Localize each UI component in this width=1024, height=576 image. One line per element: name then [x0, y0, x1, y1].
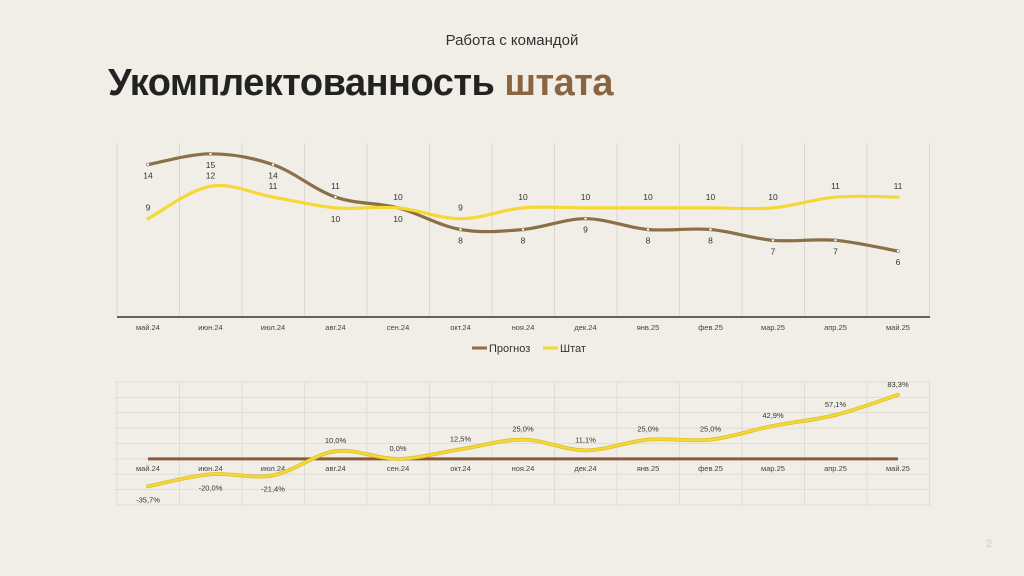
- x-tick-label: авг.24: [325, 464, 345, 473]
- data-point: [146, 162, 150, 167]
- title-accent: штата: [504, 62, 614, 104]
- data-label: 25,0%: [512, 425, 534, 434]
- data-label: 9: [458, 203, 463, 213]
- data-point: [333, 195, 338, 199]
- x-tick-label: фев.25: [698, 323, 723, 332]
- data-point: [896, 249, 900, 253]
- x-tick-label: июн.24: [198, 464, 222, 473]
- data-label: 83,3%: [887, 380, 909, 389]
- data-label: 6: [896, 257, 901, 267]
- data-label: 7: [833, 246, 838, 256]
- x-tick-label: мар.25: [761, 323, 785, 332]
- data-label: 12: [206, 170, 216, 180]
- x-tick-label: апр.25: [824, 323, 847, 332]
- data-point: [771, 238, 775, 243]
- x-tick-label: ноя.24: [512, 323, 535, 332]
- data-label: 10: [393, 192, 403, 202]
- x-tick-label: дек.24: [574, 464, 596, 473]
- x-tick-label: дек.24: [574, 323, 596, 332]
- x-tick-label: сен.24: [387, 323, 410, 332]
- x-tick-label: апр.25: [824, 464, 847, 473]
- legend-label-shtat: Штат: [560, 343, 586, 355]
- data-point: [521, 227, 525, 232]
- x-tick-label: июл.24: [261, 323, 285, 332]
- legend-label-prognoz: Прогноз: [489, 343, 530, 355]
- data-point: [646, 227, 650, 232]
- data-label: 10: [706, 192, 716, 202]
- data-label: 9: [583, 225, 588, 235]
- data-point: [583, 216, 588, 221]
- data-label: -20,0%: [199, 483, 223, 492]
- x-tick-label: янв.25: [637, 464, 660, 473]
- x-tick-label: май.24: [136, 464, 160, 473]
- data-label: 14: [268, 171, 278, 181]
- x-tick-label: янв.25: [637, 323, 660, 332]
- data-point: [208, 152, 213, 156]
- x-tick-label: май.25: [886, 464, 910, 473]
- data-label: 25,0%: [700, 425, 722, 434]
- x-tick-label: май.25: [886, 323, 910, 332]
- data-label: 11: [894, 181, 903, 191]
- data-label: 10: [518, 192, 528, 202]
- x-tick-label: авг.24: [325, 323, 345, 332]
- data-label: 0,0%: [389, 444, 406, 453]
- data-label: 9: [146, 203, 151, 213]
- data-point: [271, 162, 275, 167]
- data-label: 11: [269, 181, 278, 191]
- data-label: 14: [143, 171, 153, 181]
- x-tick-label: сен.24: [387, 464, 410, 473]
- data-label: -35,7%: [136, 495, 160, 504]
- data-label: 8: [646, 236, 651, 246]
- data-label: 10: [393, 214, 403, 224]
- data-label: 42,9%: [762, 411, 784, 420]
- data-label: 10: [768, 192, 778, 202]
- x-tick-label: июл.24: [261, 464, 285, 473]
- data-label: 10: [643, 192, 653, 202]
- data-label: 11,1%: [575, 435, 596, 444]
- series-line-shtat: [146, 183, 900, 221]
- x-tick-label: май.24: [136, 323, 160, 332]
- data-label: 12,5%: [450, 434, 472, 443]
- slide-title: Укомплектованность штата: [108, 62, 614, 105]
- data-label: 10,0%: [325, 436, 347, 445]
- data-point: [833, 238, 838, 243]
- x-tick-label: окт.24: [450, 464, 471, 473]
- x-tick-label: окт.24: [450, 323, 471, 332]
- data-label: 8: [521, 236, 526, 246]
- data-point: [708, 227, 713, 232]
- x-tick-label: ноя.24: [512, 464, 535, 473]
- slide-subtitle: Работа с командой: [445, 32, 579, 49]
- x-tick-label: июн.24: [198, 323, 222, 332]
- title-main: Укомплектованность: [108, 62, 505, 104]
- data-label: 7: [771, 246, 776, 256]
- x-tick-label: фев.25: [698, 464, 723, 473]
- data-point: [458, 227, 463, 232]
- data-label: 57,1%: [825, 400, 847, 409]
- data-label: 15: [206, 160, 216, 170]
- page-number: 2: [986, 538, 993, 550]
- data-label: 10: [331, 214, 341, 224]
- data-label: -21,4%: [261, 484, 285, 493]
- series-line-change: [146, 393, 900, 488]
- data-label: 11: [331, 181, 340, 191]
- data-label: 10: [581, 192, 591, 202]
- data-label: 8: [708, 236, 713, 246]
- data-label: 11: [831, 181, 840, 191]
- x-tick-label: мар.25: [761, 464, 785, 473]
- data-label: 25,0%: [637, 425, 659, 434]
- data-label: 8: [458, 236, 463, 246]
